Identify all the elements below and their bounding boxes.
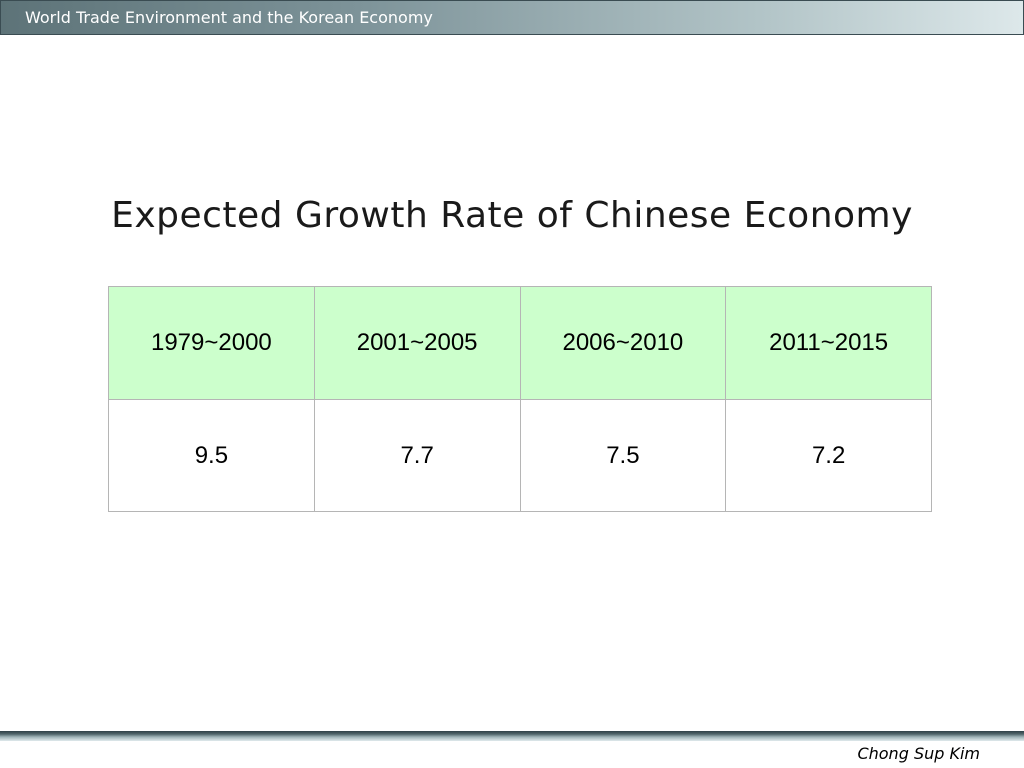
growth-rate-table: 1979~2000 2001~2005 2006~2010 2011~2015 …	[108, 286, 932, 512]
header-title: World Trade Environment and the Korean E…	[25, 8, 433, 27]
footer-author: Chong Sup Kim	[857, 744, 980, 763]
table-cell: 7.7	[313, 399, 521, 512]
table-cell: 9.5	[108, 399, 315, 512]
table-header-cell: 1979~2000	[108, 286, 315, 400]
table-header-row: 1979~2000 2001~2005 2006~2010 2011~2015	[108, 286, 932, 400]
footer-divider	[0, 731, 1024, 741]
table-header-cell: 2011~2015	[725, 286, 932, 400]
table-cell: 7.2	[725, 399, 932, 512]
slide-title: Expected Growth Rate of Chinese Economy	[111, 195, 913, 236]
header-bar: World Trade Environment and the Korean E…	[0, 0, 1024, 35]
table-cell: 7.5	[519, 399, 727, 512]
table-header-cell: 2001~2005	[313, 286, 521, 400]
table-row: 9.5 7.7 7.5 7.2	[108, 399, 932, 512]
table-header-cell: 2006~2010	[519, 286, 727, 400]
